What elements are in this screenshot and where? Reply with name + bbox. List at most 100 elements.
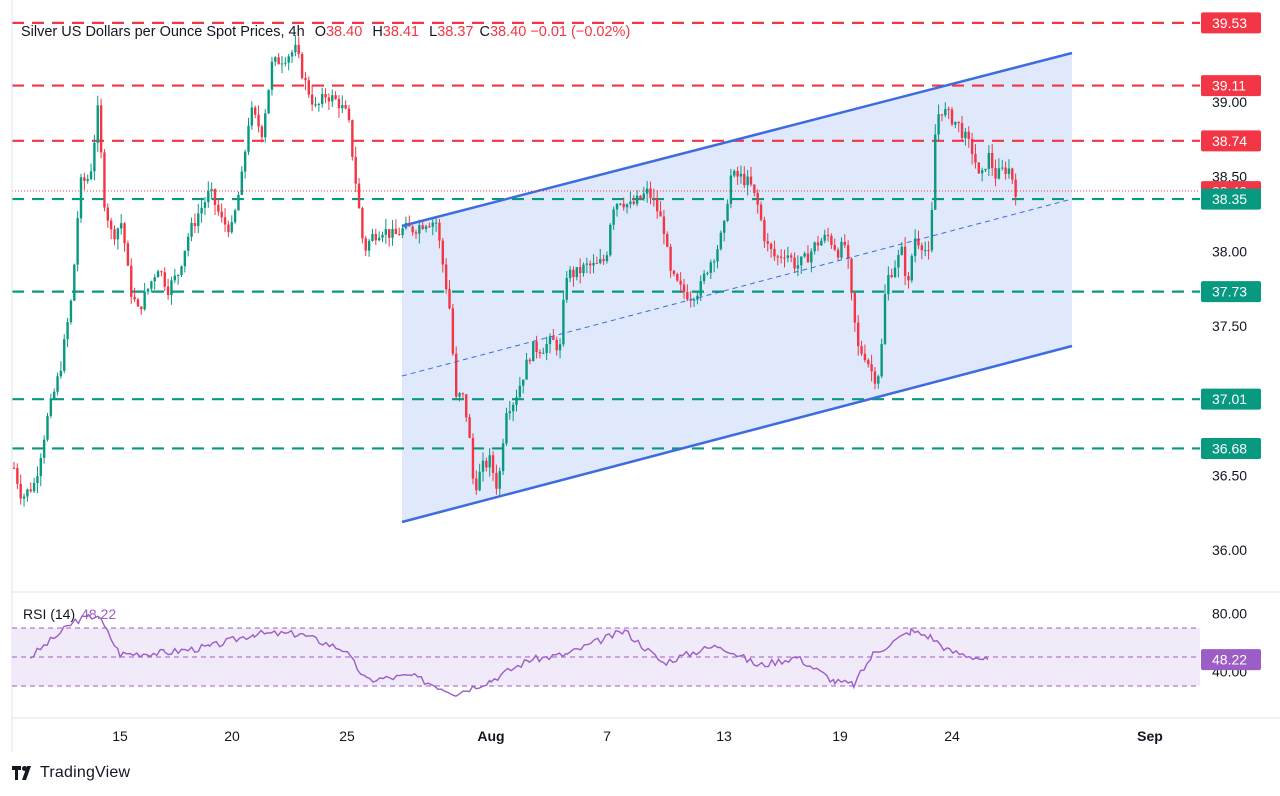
candle-body [769,243,773,249]
candle [461,392,465,399]
candle [1001,159,1004,171]
candle-body [187,236,190,251]
candle [994,159,997,187]
candle-body [448,289,451,309]
rsi-line [30,613,989,697]
candle-body [501,443,505,472]
price-tick-label: 37.50 [1212,318,1247,334]
channel-lower-line[interactable] [401,344,1073,524]
candle [79,173,83,223]
candle-body [515,397,518,405]
symbol-title[interactable]: Silver US Dollars per Ounce Spot Prices,… [21,24,305,40]
candle [317,102,321,112]
candle [203,196,207,216]
candle-body [69,300,73,323]
candle [274,56,277,66]
open-label: O [314,24,326,40]
candlesticks [12,34,1017,507]
candle-body [207,190,210,203]
candle [907,271,910,289]
candle-body [659,211,662,217]
open-value: 38.40 [325,24,363,40]
candle [927,241,930,260]
candle [753,184,756,197]
candle [53,388,56,401]
candle [960,116,964,141]
rsi-label[interactable]: RSI (14) [23,606,76,622]
candle [49,393,53,419]
candle [99,98,103,159]
candle [146,288,150,295]
candle [277,53,280,65]
candle [887,266,890,301]
candle [200,197,203,223]
candle-body [615,204,619,210]
candle [56,372,59,396]
candle-body [66,322,69,340]
candle-body [166,286,170,296]
candle-body [254,107,257,115]
candle [719,230,723,251]
candle-body [733,171,736,176]
candle [733,169,736,178]
candle-body [672,270,676,274]
candle-body [257,114,260,127]
candle-body [612,209,615,225]
candle-body [485,460,488,468]
candle-body [980,170,984,174]
time-tick-label: 13 [716,728,732,744]
candle [190,217,193,242]
channel-upper-line[interactable] [401,51,1073,228]
price-tick-label: 38.00 [1212,243,1247,259]
candle-body [535,341,538,353]
tradingview-wordmark: TradingView [40,764,131,781]
resistance-tag-3-bg [1201,130,1261,152]
candle [103,149,106,212]
candle-body [786,255,790,258]
candle [793,252,796,273]
candle-body [223,217,227,225]
candle-body [1014,179,1017,197]
candle [619,202,622,206]
candle [233,208,237,225]
candle-body [572,269,575,278]
candle [26,488,29,502]
candle-body [525,359,528,380]
candle-body [666,234,669,247]
candle [920,242,924,260]
candle [126,240,130,266]
candle-body [920,245,924,251]
candle [609,223,612,257]
candle-body [468,417,471,438]
support-tag-2-text: 37.73 [1212,284,1247,300]
candle-body [589,263,592,266]
candle [63,334,66,374]
candle [133,287,136,302]
support-tag-4-bg [1201,437,1261,459]
candle-body [156,271,160,278]
candle [883,284,887,345]
candle [568,266,572,283]
candle [394,219,398,235]
candle-body [354,156,357,184]
candle [170,276,173,305]
candle [213,188,217,216]
candle [723,219,726,242]
candle-body [388,229,391,238]
candle-body [230,222,233,233]
candle-body [364,238,367,251]
candle [652,188,656,207]
candle [629,191,632,209]
time-tick-label: 19 [832,728,848,744]
candle-body [669,246,672,271]
candle-body [213,189,217,205]
candle [381,231,384,243]
candle [585,257,589,274]
tradingview-logo[interactable]: TradingView [12,764,130,782]
candle-body [960,123,964,139]
candle [853,292,857,332]
candle [501,438,505,476]
candle [639,195,642,201]
candle-body [632,201,635,204]
